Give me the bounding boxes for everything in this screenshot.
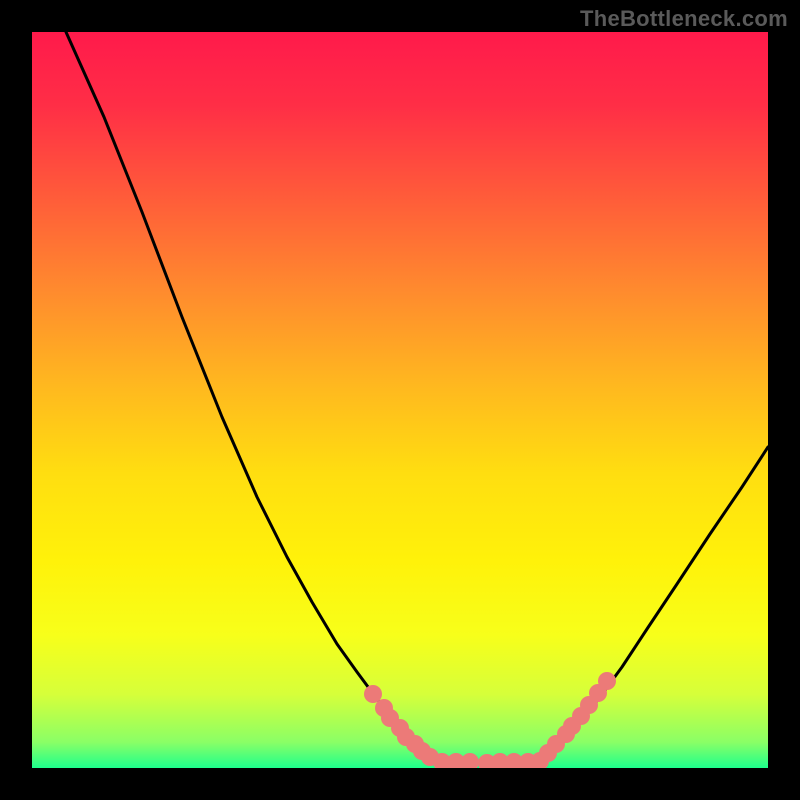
chart-overlay [32,32,768,768]
curve-marker [461,753,479,768]
plot-frame [32,32,768,768]
curve-marker [364,685,382,703]
curve-marker [598,672,616,690]
marker-group [364,672,616,768]
bottleneck-curve [66,32,768,762]
watermark-text: TheBottleneck.com [580,6,788,32]
